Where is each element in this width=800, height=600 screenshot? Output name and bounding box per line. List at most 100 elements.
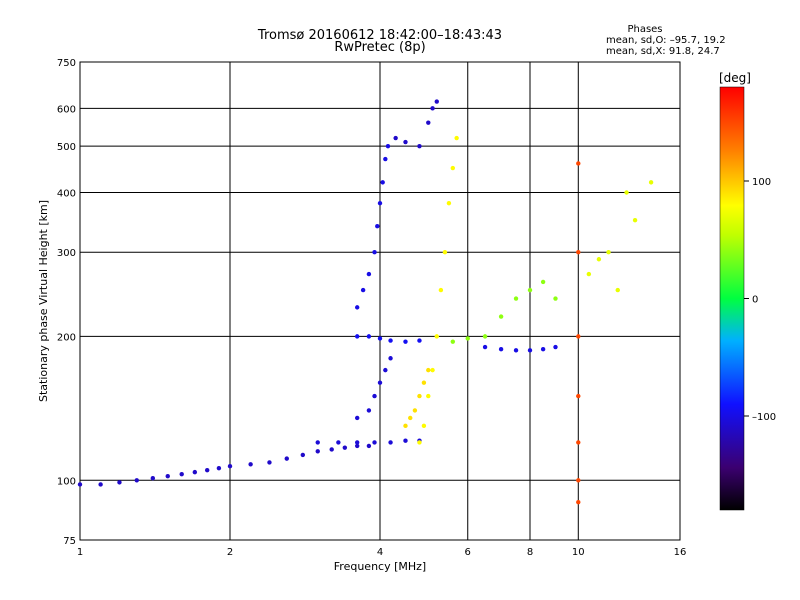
data-point bbox=[403, 423, 408, 429]
data-point bbox=[498, 347, 504, 352]
data-point bbox=[576, 440, 581, 445]
data-point bbox=[426, 120, 431, 125]
data-point bbox=[354, 415, 360, 421]
data-point bbox=[576, 393, 581, 399]
colorbar-tick-label: –100 bbox=[752, 412, 776, 423]
data-point bbox=[426, 367, 431, 373]
y-tick-label: 100 bbox=[57, 476, 76, 487]
axis-ticks: 1 2 4 6 8 10 16 75 100 200 300 400 500 600 750 bbox=[57, 58, 686, 558]
data-point bbox=[446, 200, 452, 206]
chart-title: Tromsø 20160612 18:42:00–18:43:43 bbox=[257, 28, 502, 43]
colorbar bbox=[719, 86, 745, 511]
phases-x-stats: mean, sd,X: 91.8, 24.7 bbox=[606, 46, 720, 57]
data-point bbox=[134, 478, 139, 483]
data-point bbox=[329, 447, 334, 452]
x-tick-label: 10 bbox=[572, 547, 585, 558]
data-point bbox=[430, 106, 435, 111]
data-point bbox=[454, 135, 459, 141]
y-tick-label: 500 bbox=[57, 142, 76, 153]
data-point bbox=[342, 445, 348, 450]
data-point bbox=[388, 440, 393, 445]
x-tick-label: 8 bbox=[527, 547, 533, 558]
data-point bbox=[336, 440, 341, 445]
data-point bbox=[540, 279, 546, 285]
data-point bbox=[372, 250, 377, 255]
data-point bbox=[380, 180, 385, 185]
colorbar-tick-label: 0 bbox=[752, 295, 758, 306]
data-point bbox=[498, 314, 504, 319]
data-point bbox=[366, 271, 372, 277]
y-tick-label: 600 bbox=[57, 104, 76, 115]
data-point bbox=[408, 415, 413, 421]
data-point bbox=[393, 135, 398, 141]
x-tick-label: 6 bbox=[465, 547, 471, 558]
data-point bbox=[540, 347, 546, 352]
data-point bbox=[366, 408, 372, 413]
data-point bbox=[179, 471, 184, 477]
data-point bbox=[417, 143, 422, 149]
data-point bbox=[434, 99, 439, 104]
data-point bbox=[403, 139, 408, 145]
data-point bbox=[383, 367, 388, 373]
data-point bbox=[513, 348, 519, 353]
data-point bbox=[553, 344, 558, 350]
data-point bbox=[417, 393, 422, 399]
data-point bbox=[403, 438, 408, 443]
data-point bbox=[284, 456, 289, 461]
data-point bbox=[576, 334, 581, 339]
y-axis-label: Stationary phase Virtual Height [km] bbox=[37, 200, 50, 402]
data-point bbox=[403, 339, 408, 344]
data-point bbox=[204, 467, 210, 473]
phases-title: Phases bbox=[627, 24, 662, 35]
data-point bbox=[377, 336, 383, 341]
data-point bbox=[98, 482, 103, 487]
data-point bbox=[377, 200, 383, 206]
data-point bbox=[576, 250, 581, 255]
data-point bbox=[372, 440, 377, 445]
data-point bbox=[596, 257, 602, 262]
data-point bbox=[442, 250, 448, 255]
data-point bbox=[360, 287, 366, 293]
data-point bbox=[586, 271, 592, 277]
y-tick-label: 400 bbox=[57, 188, 76, 199]
x-tick-label: 2 bbox=[227, 547, 233, 558]
data-point bbox=[354, 443, 360, 449]
data-point bbox=[430, 367, 435, 373]
x-tick-label: 1 bbox=[77, 547, 83, 558]
data-point bbox=[417, 338, 422, 343]
data-point bbox=[606, 250, 611, 255]
x-tick-label: 16 bbox=[674, 547, 687, 558]
data-point bbox=[216, 465, 222, 471]
data-point bbox=[527, 348, 533, 353]
data-point bbox=[383, 156, 388, 162]
y-tick-label: 750 bbox=[57, 58, 76, 69]
data-point bbox=[366, 443, 372, 449]
data-point bbox=[426, 393, 431, 399]
data-point bbox=[300, 452, 306, 458]
data-point bbox=[576, 478, 581, 483]
chart-subtitle: RwPretec (8p) bbox=[334, 40, 425, 55]
data-point bbox=[421, 423, 427, 429]
data-point bbox=[615, 287, 620, 293]
data-point bbox=[648, 180, 654, 185]
colorbar-ticks: 100 0 –100 bbox=[744, 177, 776, 423]
data-point bbox=[354, 305, 360, 310]
colorbar-label: [deg] bbox=[719, 71, 751, 85]
y-tick-label: 300 bbox=[57, 248, 76, 259]
data-point bbox=[576, 161, 581, 166]
data-point bbox=[513, 296, 519, 301]
phases-o-stats: mean, sd,O: –95.7, 19.2 bbox=[606, 35, 726, 46]
data-point bbox=[421, 380, 427, 385]
data-point bbox=[388, 356, 393, 361]
data-point bbox=[366, 334, 372, 339]
data-point bbox=[576, 499, 581, 505]
data-point bbox=[385, 143, 391, 149]
data-point bbox=[315, 440, 320, 445]
data-point bbox=[117, 480, 122, 485]
data-point bbox=[315, 449, 320, 454]
data-point bbox=[624, 190, 629, 195]
data-point bbox=[372, 393, 377, 399]
y-tick-label: 75 bbox=[63, 536, 76, 547]
x-tick-label: 4 bbox=[377, 547, 383, 558]
